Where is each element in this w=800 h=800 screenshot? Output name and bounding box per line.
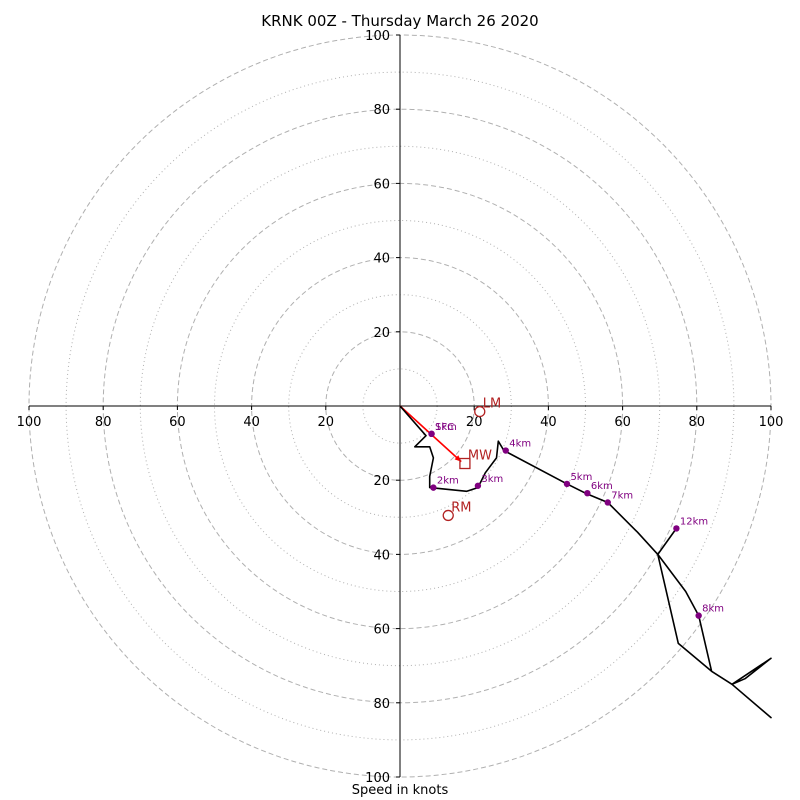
height-marker-4km — [502, 447, 509, 454]
height-marker-7km — [604, 499, 611, 506]
height-marker-sfc — [428, 430, 435, 438]
storm-marker-mw — [459, 457, 471, 470]
height-label-3km: 3km — [481, 474, 503, 485]
height-label-8km: 8km — [702, 604, 724, 615]
height-marker-12km — [673, 525, 680, 532]
y-tick-label: 60 — [373, 177, 390, 192]
height-marker-6km — [584, 489, 591, 497]
y-tick-label: 20 — [373, 326, 390, 341]
storm-motion-markers: LM MW RM — [442, 397, 501, 522]
y-tick-label: 100 — [365, 771, 390, 786]
x-tick-label: 40 — [540, 415, 557, 430]
x-tick-label: 100 — [17, 415, 42, 430]
y-tick-label: 100 — [365, 29, 390, 44]
hodograph-line — [399, 405, 772, 719]
chart-title: KRNK 00Z - Thursday March 26 2020 — [261, 12, 539, 30]
storm-label-mw: MW — [468, 449, 492, 464]
x-tick-label: 60 — [169, 415, 186, 430]
x-tick-label: 80 — [689, 415, 706, 430]
height-label-2km: 2km — [437, 476, 459, 487]
x-tick-label: 40 — [243, 415, 260, 430]
tick-labels: 100 100 80 80 60 60 40 40 20 20 20 20 40 40 60 60 80 80 10… — [17, 29, 784, 786]
y-tick-label: 40 — [373, 548, 390, 563]
y-tick-label: 80 — [373, 697, 390, 712]
x-tick-label: 20 — [318, 415, 335, 430]
storm-label-rm: RM — [451, 500, 471, 515]
height-label-5km: 5km — [570, 472, 592, 483]
hodograph-trace — [399, 405, 772, 719]
y-tick-label: 60 — [373, 623, 390, 638]
y-tick-label: 20 — [373, 474, 390, 489]
y-tick-label: 80 — [373, 103, 390, 118]
height-marker-3km — [474, 482, 482, 489]
y-tick-label: 40 — [373, 252, 390, 267]
storm-marker-rm — [442, 509, 454, 522]
x-tick-label: 80 — [95, 415, 112, 430]
storm-marker-lm — [474, 405, 486, 418]
storm-label-lm: LM — [483, 397, 501, 412]
x-tick-label: 100 — [759, 415, 784, 430]
height-marker-5km — [563, 480, 571, 488]
height-marker-8km — [695, 612, 702, 619]
height-label-12km: 12km — [680, 516, 708, 527]
x-tick-label: 60 — [614, 415, 631, 430]
height-marker-2km — [430, 484, 437, 491]
height-label-7km: 7km — [611, 490, 633, 501]
height-label-sfc: SFC — [435, 422, 454, 433]
x-tick-label: 20 — [466, 415, 483, 430]
height-label-4km: 4km — [509, 439, 531, 450]
height-label-1km: 1km — [435, 422, 457, 433]
height-label-6km: 6km — [591, 481, 613, 492]
x-axis-label: Speed in knots — [351, 783, 449, 798]
